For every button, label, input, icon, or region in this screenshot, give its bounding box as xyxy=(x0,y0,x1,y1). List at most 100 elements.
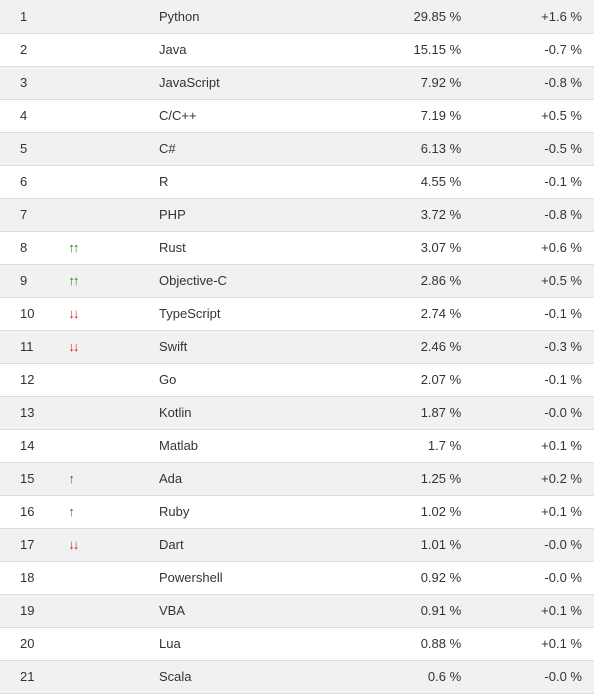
rank-cell: 2 xyxy=(0,33,60,66)
trend-up-icon: ↑↑ xyxy=(68,240,77,255)
rank-cell: 1 xyxy=(0,0,60,33)
language-cell: Rust xyxy=(151,231,352,264)
language-cell: Swift xyxy=(151,330,352,363)
table-row: 16↑Ruby1.02 %+0.1 % xyxy=(0,495,594,528)
delta-cell: -0.0 % xyxy=(473,660,594,693)
table-row: 18Powershell0.92 %-0.0 % xyxy=(0,561,594,594)
share-cell: 2.86 % xyxy=(352,264,473,297)
table-row: 21 Scala0.6 %-0.0 % xyxy=(0,660,594,693)
delta-cell: -0.7 % xyxy=(473,33,594,66)
delta-cell: +0.5 % xyxy=(473,99,594,132)
rank-cell: 15 xyxy=(0,462,60,495)
share-cell: 15.15 % xyxy=(352,33,473,66)
trend-cell xyxy=(60,165,151,198)
language-cell: R xyxy=(151,165,352,198)
table-row: 4 C/C++7.19 %+0.5 % xyxy=(0,99,594,132)
trend-cell xyxy=(60,99,151,132)
share-cell: 1.02 % xyxy=(352,495,473,528)
trend-cell xyxy=(60,66,151,99)
trend-cell xyxy=(60,627,151,660)
trend-cell: ↑ xyxy=(60,495,151,528)
trend-cell: ↑ xyxy=(60,462,151,495)
table-row: 6 R4.55 %-0.1 % xyxy=(0,165,594,198)
language-cell: Go xyxy=(151,363,352,396)
rank-cell: 14 xyxy=(0,429,60,462)
table-row: 5C#6.13 %-0.5 % xyxy=(0,132,594,165)
trend-cell: ↑↑ xyxy=(60,264,151,297)
delta-cell: +1.6 % xyxy=(473,0,594,33)
delta-cell: -0.1 % xyxy=(473,297,594,330)
table-row: 1 Python29.85 %+1.6 % xyxy=(0,0,594,33)
trend-cell xyxy=(60,429,151,462)
delta-cell: -0.8 % xyxy=(473,66,594,99)
language-cell: PHP xyxy=(151,198,352,231)
table-row: 17↓↓Dart1.01 %-0.0 % xyxy=(0,528,594,561)
rank-cell: 17 xyxy=(0,528,60,561)
trend-cell: ↓↓ xyxy=(60,330,151,363)
trend-cell: ↑↑ xyxy=(60,231,151,264)
table-row: 8↑↑Rust3.07 %+0.6 % xyxy=(0,231,594,264)
delta-cell: +0.5 % xyxy=(473,264,594,297)
delta-cell: -0.1 % xyxy=(473,165,594,198)
language-cell: Ruby xyxy=(151,495,352,528)
language-cell: C/C++ xyxy=(151,99,352,132)
rank-cell: 7 xyxy=(0,198,60,231)
language-cell: Python xyxy=(151,0,352,33)
share-cell: 7.19 % xyxy=(352,99,473,132)
delta-cell: +0.2 % xyxy=(473,462,594,495)
share-cell: 0.6 % xyxy=(352,660,473,693)
table-row: 3JavaScript7.92 %-0.8 % xyxy=(0,66,594,99)
delta-cell: -0.1 % xyxy=(473,363,594,396)
language-cell: Java xyxy=(151,33,352,66)
delta-cell: -0.5 % xyxy=(473,132,594,165)
language-cell: Lua xyxy=(151,627,352,660)
trend-up-icon: ↑ xyxy=(68,471,73,486)
trend-cell xyxy=(60,132,151,165)
language-cell: Objective-C xyxy=(151,264,352,297)
table-row: 15↑Ada1.25 %+0.2 % xyxy=(0,462,594,495)
language-cell: Scala xyxy=(151,660,352,693)
table-row: 20Lua0.88 %+0.1 % xyxy=(0,627,594,660)
table-row: 7PHP3.72 %-0.8 % xyxy=(0,198,594,231)
language-cell: VBA xyxy=(151,594,352,627)
rank-cell: 21 xyxy=(0,660,60,693)
share-cell: 6.13 % xyxy=(352,132,473,165)
table-row: 12Go2.07 %-0.1 % xyxy=(0,363,594,396)
delta-cell: -0.0 % xyxy=(473,396,594,429)
delta-cell: +0.1 % xyxy=(473,627,594,660)
delta-cell: +0.1 % xyxy=(473,429,594,462)
language-cell: Kotlin xyxy=(151,396,352,429)
rank-cell: 12 xyxy=(0,363,60,396)
share-cell: 2.46 % xyxy=(352,330,473,363)
language-cell: Ada xyxy=(151,462,352,495)
trend-up-icon: ↑↑ xyxy=(68,273,77,288)
language-cell: Dart xyxy=(151,528,352,561)
trend-cell xyxy=(60,363,151,396)
share-cell: 29.85 % xyxy=(352,0,473,33)
language-cell: Matlab xyxy=(151,429,352,462)
language-cell: TypeScript xyxy=(151,297,352,330)
share-cell: 0.91 % xyxy=(352,594,473,627)
trend-down-icon: ↓↓ xyxy=(68,537,77,552)
trend-cell xyxy=(60,396,151,429)
share-cell: 3.07 % xyxy=(352,231,473,264)
delta-cell: +0.1 % xyxy=(473,594,594,627)
trend-cell xyxy=(60,660,151,693)
trend-cell xyxy=(60,594,151,627)
rank-cell: 10 xyxy=(0,297,60,330)
trend-cell: ↓↓ xyxy=(60,528,151,561)
share-cell: 1.01 % xyxy=(352,528,473,561)
share-cell: 4.55 % xyxy=(352,165,473,198)
delta-cell: +0.6 % xyxy=(473,231,594,264)
delta-cell: -0.0 % xyxy=(473,561,594,594)
share-cell: 0.88 % xyxy=(352,627,473,660)
rank-cell: 6 xyxy=(0,165,60,198)
delta-cell: -0.3 % xyxy=(473,330,594,363)
trend-cell xyxy=(60,198,151,231)
rank-cell: 11 xyxy=(0,330,60,363)
table-row: 10↓↓TypeScript2.74 %-0.1 % xyxy=(0,297,594,330)
share-cell: 1.7 % xyxy=(352,429,473,462)
trend-down-icon: ↓↓ xyxy=(68,339,77,354)
rank-cell: 13 xyxy=(0,396,60,429)
rank-cell: 4 xyxy=(0,99,60,132)
